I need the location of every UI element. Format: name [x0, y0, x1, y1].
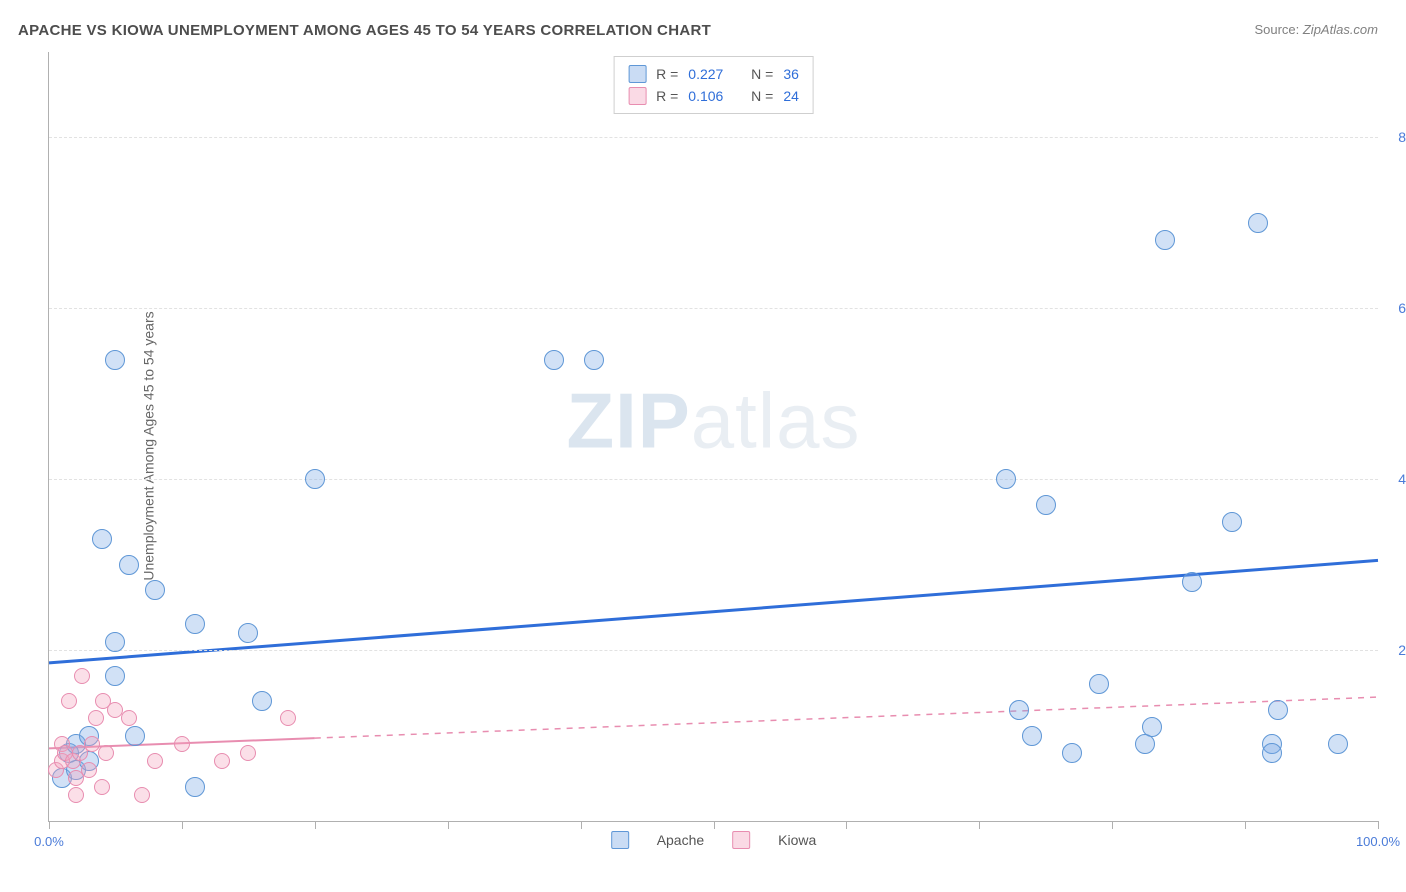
x-tick: [1378, 821, 1379, 829]
source-attribution: Source: ZipAtlas.com: [1254, 22, 1378, 37]
kiowa-point: [88, 710, 104, 726]
kiowa-point: [147, 753, 163, 769]
apache-point: [238, 623, 258, 643]
apache-point: [1182, 572, 1202, 592]
kiowa-point: [98, 745, 114, 761]
y-tick-label: 40.0%: [1398, 471, 1406, 487]
y-tick-label: 20.0%: [1398, 642, 1406, 658]
apache-point: [119, 555, 139, 575]
watermark-light: atlas: [691, 377, 861, 465]
kiowa-point: [174, 736, 190, 752]
x-tick: [182, 821, 183, 829]
kiowa-trend-dashed: [315, 697, 1378, 738]
apache-point: [125, 726, 145, 746]
stat-r-label: R =: [656, 66, 678, 82]
legend-kiowa-label: Kiowa: [778, 832, 816, 848]
kiowa-point: [61, 693, 77, 709]
legend: Apache Kiowa: [611, 831, 817, 849]
stat-r-kiowa: 0.106: [688, 88, 723, 104]
apache-point: [1222, 512, 1242, 532]
x-tick: [448, 821, 449, 829]
kiowa-swatch-icon: [732, 831, 750, 849]
gridline: [49, 308, 1378, 309]
apache-point: [185, 777, 205, 797]
kiowa-point: [68, 787, 84, 803]
kiowa-point: [240, 745, 256, 761]
apache-point: [1062, 743, 1082, 763]
apache-point: [185, 614, 205, 634]
apache-swatch-icon: [611, 831, 629, 849]
apache-swatch-icon: [628, 65, 646, 83]
apache-point: [305, 469, 325, 489]
watermark-bold: ZIP: [566, 377, 690, 465]
kiowa-point: [84, 736, 100, 752]
x-tick: [581, 821, 582, 829]
stat-r-label: R =: [656, 88, 678, 104]
apache-trend-solid: [49, 560, 1378, 663]
trend-lines: [49, 52, 1378, 821]
apache-point: [1248, 213, 1268, 233]
stat-n-label: N =: [751, 66, 773, 82]
stat-n-apache: 36: [783, 66, 799, 82]
apache-point: [1089, 674, 1109, 694]
x-tick: [315, 821, 316, 829]
kiowa-point: [121, 710, 137, 726]
apache-point: [1036, 495, 1056, 515]
apache-point: [584, 350, 604, 370]
apache-point: [1262, 743, 1282, 763]
gridline: [49, 479, 1378, 480]
y-tick-label: 60.0%: [1398, 300, 1406, 316]
x-tick-label: 0.0%: [34, 834, 64, 849]
kiowa-point: [134, 787, 150, 803]
x-tick: [1245, 821, 1246, 829]
stats-box: R = 0.227 N = 36 R = 0.106 N = 24: [613, 56, 814, 114]
apache-point: [1155, 230, 1175, 250]
stats-row-kiowa: R = 0.106 N = 24: [628, 85, 799, 107]
source-prefix: Source:: [1254, 22, 1302, 37]
apache-point: [996, 469, 1016, 489]
stat-n-kiowa: 24: [783, 88, 799, 104]
gridline: [49, 137, 1378, 138]
source-name: ZipAtlas.com: [1303, 22, 1378, 37]
apache-point: [1022, 726, 1042, 746]
kiowa-point: [94, 779, 110, 795]
apache-point: [105, 666, 125, 686]
kiowa-point: [81, 762, 97, 778]
apache-point: [1009, 700, 1029, 720]
y-tick-label: 80.0%: [1398, 129, 1406, 145]
stats-row-apache: R = 0.227 N = 36: [628, 63, 799, 85]
x-tick: [1112, 821, 1113, 829]
watermark: ZIPatlas: [566, 376, 860, 467]
gridline: [49, 650, 1378, 651]
apache-point: [145, 580, 165, 600]
apache-point: [1135, 734, 1155, 754]
legend-apache-label: Apache: [657, 832, 704, 848]
kiowa-point: [280, 710, 296, 726]
apache-point: [544, 350, 564, 370]
chart-title: APACHE VS KIOWA UNEMPLOYMENT AMONG AGES …: [18, 22, 711, 39]
kiowa-swatch-icon: [628, 87, 646, 105]
x-tick: [979, 821, 980, 829]
apache-point: [1268, 700, 1288, 720]
kiowa-point: [74, 668, 90, 684]
apache-point: [105, 350, 125, 370]
plot-area: ZIPatlas R = 0.227 N = 36 R = 0.106 N = …: [48, 52, 1378, 822]
apache-point: [92, 529, 112, 549]
apache-point: [105, 632, 125, 652]
kiowa-point: [214, 753, 230, 769]
x-tick: [714, 821, 715, 829]
stat-r-apache: 0.227: [688, 66, 723, 82]
x-tick: [49, 821, 50, 829]
apache-point: [1328, 734, 1348, 754]
x-tick: [846, 821, 847, 829]
x-tick-label: 100.0%: [1356, 834, 1400, 849]
stat-n-label: N =: [751, 88, 773, 104]
apache-point: [252, 691, 272, 711]
